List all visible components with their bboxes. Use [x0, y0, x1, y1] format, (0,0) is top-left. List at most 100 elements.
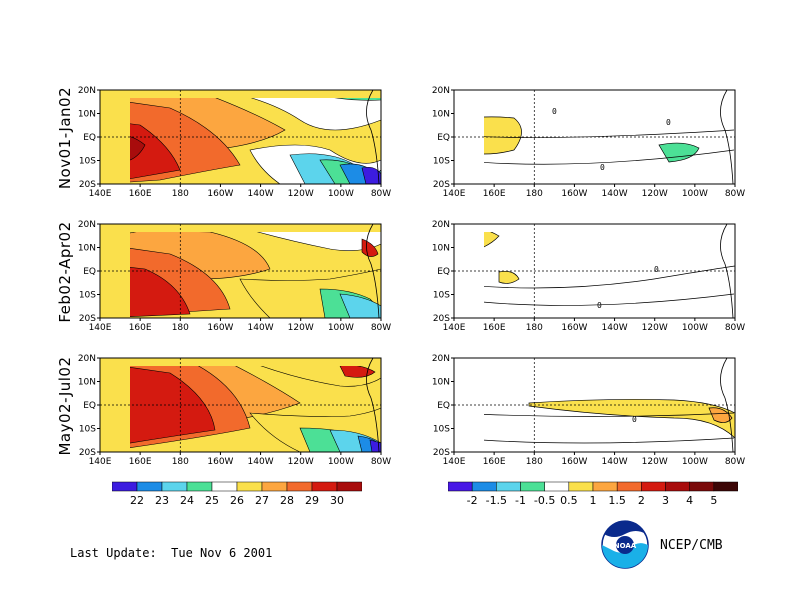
- colorbar-swatch: [261, 481, 288, 492]
- lat-tick-label: 10S: [79, 291, 96, 301]
- lon-tick-label: 100W: [328, 323, 354, 333]
- anom-band-2: [484, 265, 736, 289]
- colorbar-label: 2: [638, 494, 645, 507]
- lat-tick-label: 10N: [78, 110, 96, 120]
- anom-band-1: [708, 407, 733, 423]
- lon-tick-label: 180: [526, 457, 543, 467]
- lat-tick-label: 20S: [433, 314, 450, 324]
- lat-tick-label: 10N: [432, 110, 450, 120]
- lat-tick-label: 10N: [78, 244, 96, 254]
- lon-tick-label: 80W: [725, 189, 745, 199]
- lon-tick-label: 80W: [371, 323, 391, 333]
- colorbar-swatch: [616, 481, 642, 492]
- sst-bands: [130, 232, 382, 319]
- colorbar-swatch: [568, 481, 594, 492]
- sst-band-8: [130, 232, 137, 234]
- lon-tick-label: 120W: [642, 457, 668, 467]
- colorbar-labels: 22 23 24 25 26 27 28 29 30: [130, 494, 344, 507]
- colorbar-swatch: [211, 481, 238, 492]
- colorbar-label: 28: [280, 494, 294, 507]
- noaa-logo-text: NOAA: [614, 542, 637, 550]
- colorbar-label: 25: [205, 494, 219, 507]
- colorbar-label: 1.5: [608, 494, 626, 507]
- lon-tick-label: 160E: [129, 323, 152, 333]
- contour-label-1: 0: [600, 163, 605, 172]
- colorbar-swatch: [592, 481, 618, 492]
- colorbar-swatch: [448, 481, 473, 492]
- ncep-cmb-credit: NCEP/CMB: [660, 538, 723, 553]
- lon-tick-label: 80W: [725, 323, 745, 333]
- colorbar-label: 23: [155, 494, 169, 507]
- colorbar-label: 29: [305, 494, 319, 507]
- lon-tick-label: 140W: [602, 457, 628, 467]
- lon-tick-label: 140W: [248, 457, 274, 467]
- lon-tick-label: 120W: [642, 189, 668, 199]
- colorbar-label: -2: [467, 494, 478, 507]
- lon-tick-label: 100W: [682, 457, 708, 467]
- lon-tick-label: 120W: [288, 189, 314, 199]
- coastline: [720, 357, 734, 453]
- lon-tick-label: 100W: [328, 457, 354, 467]
- lat-tick-label: 10S: [433, 425, 450, 435]
- colorbar-label: 4: [686, 494, 693, 507]
- anom-band-0: [484, 232, 500, 248]
- coastline: [366, 89, 380, 185]
- lon-tick-label: 100W: [682, 189, 708, 199]
- lon-tick-label: 180: [172, 323, 189, 333]
- colorbar-label: 27: [255, 494, 269, 507]
- colorbar-swatch: [286, 481, 313, 492]
- colorbar-swatches: [112, 481, 362, 492]
- sst-band-0: [250, 98, 382, 131]
- lat-tick-label: EQ: [437, 267, 450, 277]
- lat-tick-label: EQ: [437, 401, 450, 411]
- lat-tick-label: EQ: [437, 133, 450, 143]
- colorbar-label: 22: [130, 494, 144, 507]
- lat-tick-label: 10S: [79, 157, 96, 167]
- anom-band-2: [484, 412, 735, 417]
- anom-band-3: [484, 293, 735, 306]
- contour-label-0: 0: [632, 415, 637, 424]
- anom-band-2: [484, 129, 735, 165]
- colorbar-label: -0.5: [534, 494, 555, 507]
- lon-tick-label: 140E: [443, 457, 466, 467]
- sst-colorbar: 22 23 24 25 26 27 28 29 30: [112, 481, 362, 507]
- colorbar-swatch: [713, 481, 738, 492]
- lon-tick-label: 140E: [89, 189, 112, 199]
- lat-tick-label: 20S: [433, 180, 450, 190]
- lon-tick-label: 160E: [483, 323, 506, 333]
- colorbar-swatch: [161, 481, 188, 492]
- colorbar-swatch: [496, 481, 521, 492]
- anom-band-1: [498, 270, 520, 284]
- noaa-logo-icon: NOAA: [601, 520, 649, 569]
- colorbar-swatch: [641, 481, 666, 492]
- colorbar-label: 24: [180, 494, 194, 507]
- sst-field: [100, 90, 382, 185]
- lat-tick-label: 10N: [78, 378, 96, 388]
- lon-tick-label: 120W: [288, 323, 314, 333]
- colorbar-swatch: [186, 481, 213, 492]
- lon-tick-label: 160W: [561, 323, 587, 333]
- lat-tick-label: 20N: [432, 86, 450, 96]
- lon-tick-label: 180: [526, 189, 543, 199]
- lon-tick-label: 100W: [328, 189, 354, 199]
- sst-band-4: [130, 136, 146, 161]
- colorbar-label: 3: [662, 494, 669, 507]
- lon-tick-label: 160W: [207, 189, 233, 199]
- contour-label-0: 0: [654, 265, 659, 274]
- colorbar-swatches: [448, 481, 738, 492]
- lon-tick-label: 140E: [443, 323, 466, 333]
- colorbar-label: 5: [710, 494, 717, 507]
- anomaly-colorbar: -2 -1.5 -1 -0.5 0.5 1 1.5 2 3 4 5: [448, 481, 738, 507]
- lon-tick-label: 120W: [288, 457, 314, 467]
- lon-tick-label: 160E: [483, 457, 506, 467]
- lat-tick-label: 20N: [432, 220, 450, 230]
- lat-tick-label: 10S: [433, 157, 450, 167]
